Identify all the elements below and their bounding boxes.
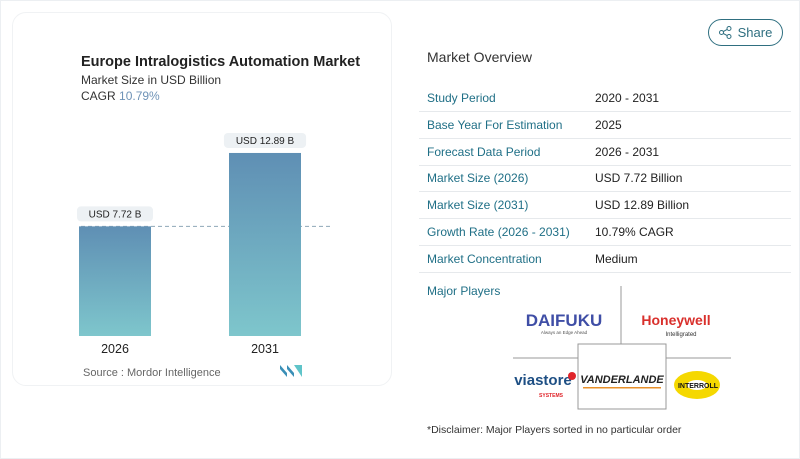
overview-row: Forecast Data Period 2026 - 2031 — [419, 139, 791, 166]
overview-title: Market Overview — [427, 49, 533, 65]
disclaimer: *Disclaimer: Major Players sorted in no … — [427, 424, 682, 436]
major-players-logos: DAIFUKU Always an Edge Ahead Honeywell I… — [513, 286, 731, 410]
x-tick-label: 2026 — [101, 342, 129, 356]
bar-2026 — [79, 226, 151, 336]
data-label-bg — [223, 132, 307, 148]
overview-row: Study Period 2020 - 2031 — [419, 85, 791, 112]
overview-label: Market Concentration — [427, 251, 542, 266]
overview-value: 2025 — [595, 117, 622, 132]
svg-text:Always an Edge Ahead: Always an Edge Ahead — [541, 330, 588, 335]
svg-text:SYSTEMS: SYSTEMS — [539, 393, 564, 399]
svg-text:Intelligrated: Intelligrated — [665, 332, 696, 338]
overview-row: Growth Rate (2026 - 2031) 10.79% CAGR — [419, 219, 791, 246]
overview-row: Market Size (2031) USD 12.89 Billion — [419, 192, 791, 220]
data-label-bg — [77, 206, 153, 222]
viastore-logo: viastore — [514, 372, 572, 389]
overview-value: 2026 - 2031 — [595, 144, 660, 159]
cagr-label: CAGR — [81, 89, 116, 103]
vanderlande-logo: VANDERLANDE — [580, 374, 664, 386]
bar-chart: USD 7.72 B 2026 USD 12.89 B 2031 — [77, 132, 331, 356]
x-tick-label: 2031 — [251, 342, 279, 356]
overview-value: USD 7.72 Billion — [595, 171, 683, 186]
overview-label: Market Size (2031) — [427, 198, 529, 213]
share-button[interactable]: Share — [708, 19, 783, 46]
overview-label: Growth Rate (2026 - 2031) — [427, 225, 570, 239]
chart-subtitle: Market Size in USD Billion — [81, 73, 222, 87]
source-text: Source : Mordor Intelligence — [83, 367, 221, 379]
honeywell-logo: Honeywell — [641, 312, 710, 328]
chart-card — [12, 12, 392, 386]
overview-value: 10.79% CAGR — [595, 225, 674, 239]
interroll-logo: INTERROLL — [678, 383, 719, 390]
share-label: Share — [737, 25, 773, 40]
overview-row: Base Year For Estimation 2025 — [419, 112, 791, 139]
chart-title: Europe Intralogistics Automation Market — [81, 54, 361, 70]
overview-label: Base Year For Estimation — [427, 117, 563, 132]
overview-value: Medium — [595, 251, 638, 266]
mordor-logo — [280, 365, 302, 377]
data-label: USD 12.89 B — [236, 136, 295, 147]
overview-row: Market Size (2026) USD 7.72 Billion — [419, 165, 791, 193]
overview-row: Market Concentration Medium — [419, 246, 791, 273]
bar-2031 — [229, 152, 301, 336]
cagr: CAGR 10.79% — [81, 88, 381, 104]
overview-label: Forecast Data Period — [427, 144, 541, 159]
overview-value: USD 12.89 Billion — [595, 198, 690, 213]
overview-label: Study Period — [427, 91, 496, 105]
cagr-value: 10.79% — [119, 89, 160, 103]
chart-header: Europe Intralogistics Automation Market … — [81, 53, 381, 104]
share-icon — [718, 26, 732, 39]
overview-value: 2020 - 2031 — [595, 91, 660, 105]
overview-label: Market Size (2026) — [427, 171, 529, 186]
daifuku-logo: DAIFUKU — [526, 311, 603, 330]
major-players-title: Major Players — [427, 284, 501, 298]
data-label: USD 7.72 B — [89, 209, 142, 220]
